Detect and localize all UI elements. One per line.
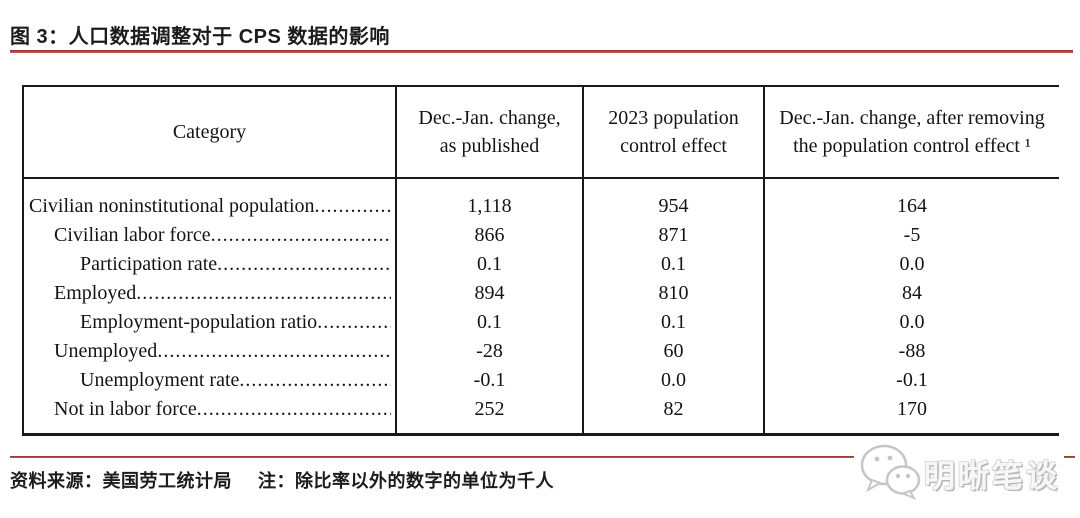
wechat-logo-icon xyxy=(858,442,922,505)
source-label: 资料来源：美国劳工统计局 xyxy=(10,471,232,491)
value-cell: 164 xyxy=(897,195,927,217)
dot-leader xyxy=(315,195,391,218)
value-cell: -0.1 xyxy=(896,369,928,391)
table-row: Civilian labor force 866 871 -5 xyxy=(23,221,1059,250)
category-cell: Employed xyxy=(23,279,397,308)
value-cell: 0.1 xyxy=(396,250,584,279)
dot-leader xyxy=(197,398,391,421)
category-label: Civilian labor force xyxy=(54,224,211,246)
column-header-population-control-effect: 2023 population control effect xyxy=(583,86,765,179)
value-cell: -0.1 xyxy=(396,366,584,395)
column-header-change-published: Dec.-Jan. change, as published xyxy=(396,86,584,179)
column-header-category: Category xyxy=(23,86,397,179)
category-cell: Unemployed xyxy=(23,337,397,366)
table-row: Unemployment rate -0.1 0.0 -0.1 xyxy=(23,366,1059,395)
header-row: Category Dec.-Jan. change, as published … xyxy=(23,86,1059,179)
dot-leader xyxy=(239,369,391,392)
value-cell: 0.0 xyxy=(899,311,925,333)
page-title: 图 3：人口数据调整对于 CPS 数据的影响 xyxy=(10,26,390,48)
data-table: Category Dec.-Jan. change, as published … xyxy=(22,85,1059,436)
value-cell: 0.1 xyxy=(583,250,765,279)
dot-leader xyxy=(217,253,391,276)
category-label: Unemployed xyxy=(54,340,158,362)
value-cell: 84 xyxy=(902,282,922,304)
value-cell: 810 xyxy=(583,279,765,308)
table-row: Civilian noninstitutional population 1,1… xyxy=(23,178,1059,221)
dot-leader xyxy=(157,340,391,363)
table-row: Not in labor force 252 82 170 xyxy=(23,395,1059,435)
value-cell: 82 xyxy=(583,395,765,435)
value-cell: 871 xyxy=(583,221,765,250)
dot-leader xyxy=(317,311,391,334)
category-label: Employment-population ratio xyxy=(80,311,318,333)
value-cell: -5 xyxy=(903,224,921,246)
table-row: Unemployed -28 60 -88 xyxy=(23,337,1059,366)
category-label: Civilian noninstitutional population xyxy=(29,195,315,217)
value-cell: 0.0 xyxy=(583,366,765,395)
note-label: 注：除比率以外的数字的单位为千人 xyxy=(258,471,554,491)
value-cell: 954 xyxy=(583,178,765,221)
category-cell: Unemployment rate xyxy=(23,366,397,395)
category-cell: Civilian noninstitutional population xyxy=(23,178,397,221)
watermark: 明晰笔谈 xyxy=(854,442,1064,504)
value-cell: 0.0 xyxy=(899,253,925,275)
value-cell: 170 xyxy=(897,398,927,420)
table-row: Participation rate 0.1 0.1 0.0 xyxy=(23,250,1059,279)
value-cell: -88 xyxy=(898,340,926,362)
category-label: Participation rate xyxy=(80,253,218,275)
value-cell: 252 xyxy=(396,395,584,435)
category-label: Not in labor force xyxy=(54,398,197,420)
value-cell: 0.1 xyxy=(396,308,584,337)
category-cell: Participation rate xyxy=(23,250,397,279)
title-divider-line xyxy=(10,50,1073,53)
value-cell: -28 xyxy=(396,337,584,366)
dot-leader xyxy=(136,282,391,305)
value-cell: 1,118 xyxy=(396,178,584,221)
column-header-change-after-removal: Dec.-Jan. change, after removing the pop… xyxy=(764,86,1059,179)
category-label: Unemployment rate xyxy=(80,369,240,391)
value-cell: 866 xyxy=(396,221,584,250)
footer-notes: 资料来源：美国劳工统计局 注：除比率以外的数字的单位为千人 xyxy=(10,467,554,493)
table-row: Employment-population ratio 0.1 0.1 0.0 xyxy=(23,308,1059,337)
category-label: Employed xyxy=(54,282,137,304)
watermark-text: 明晰笔谈 xyxy=(924,458,1060,494)
data-table-container: Category Dec.-Jan. change, as published … xyxy=(22,85,1059,436)
value-cell: 60 xyxy=(583,337,765,366)
value-cell: 0.1 xyxy=(583,308,765,337)
dot-leader xyxy=(211,224,391,247)
footer-divider-line xyxy=(10,456,1075,458)
table-row: Employed 894 810 84 xyxy=(23,279,1059,308)
value-cell: 894 xyxy=(396,279,584,308)
category-cell: Civilian labor force xyxy=(23,221,397,250)
category-cell: Not in labor force xyxy=(23,395,397,435)
category-cell: Employment-population ratio xyxy=(23,308,397,337)
